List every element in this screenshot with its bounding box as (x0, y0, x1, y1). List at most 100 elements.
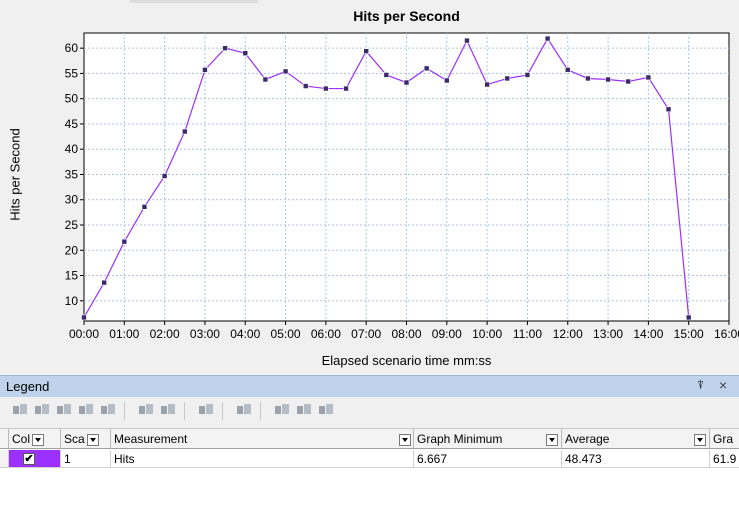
show-all-icon[interactable] (34, 403, 50, 417)
y-axis-title: Hits per Second (7, 128, 23, 221)
column-header-graph-maximum[interactable]: Gra (710, 429, 739, 449)
y-tick-label: 30 (65, 193, 79, 207)
column-header-label: Col (12, 432, 31, 446)
legend-header: Legend ⍒ × (0, 375, 739, 397)
column-header-color[interactable]: Col (9, 429, 61, 449)
row-header-corner[interactable] (0, 429, 9, 449)
data-point (504, 75, 511, 82)
column-filter-dropdown[interactable] (32, 433, 45, 446)
data-point (323, 85, 329, 92)
move-up-icon[interactable] (274, 403, 290, 417)
chevron-down-icon (399, 433, 411, 446)
show-only-selected-icon[interactable] (12, 403, 28, 417)
close-icon[interactable]: × (719, 377, 728, 393)
y-tick-label: 10 (65, 294, 79, 308)
data-point (121, 238, 128, 245)
column-filter-dropdown[interactable] (397, 429, 414, 449)
data-point (444, 77, 450, 84)
column-header-label: Average (565, 432, 610, 446)
data-point (464, 37, 470, 44)
legend-panel: Legend ⍒ × Col Sca Measurement Graph Min… (0, 375, 739, 518)
data-point (625, 78, 632, 85)
legend-title: Legend (6, 379, 50, 394)
move-down-icon[interactable] (296, 403, 312, 417)
x-tick-label: 09:00 (432, 327, 462, 341)
toolbar-separator (222, 402, 223, 420)
columns-icon[interactable] (236, 403, 252, 417)
data-point (403, 79, 410, 86)
x-tick-label: 14:00 (633, 327, 663, 341)
column-header-average[interactable]: Average (562, 429, 710, 449)
data-point (585, 75, 591, 82)
data-point (242, 50, 249, 57)
column-header-measurement[interactable]: Measurement (111, 429, 414, 449)
tab-strip (0, 0, 739, 3)
x-tick-label: 13:00 (593, 327, 623, 341)
hits-chart: 00:00 01:00 02:00 03:00 04:00 05:00 06:00 07:00… (65, 32, 739, 341)
x-tick-label: 11:00 (513, 327, 542, 341)
hide-selected-icon[interactable] (56, 403, 72, 417)
data-point (81, 314, 87, 321)
x-tick-label: 10:00 (472, 327, 502, 341)
data-point (302, 83, 309, 89)
link-icon[interactable] (78, 403, 94, 417)
filter-icon[interactable] (100, 403, 116, 417)
column-header-label: Graph Minimum (417, 432, 503, 446)
data-point (262, 76, 269, 83)
data-point (363, 48, 369, 54)
x-tick-label: 03:00 (190, 327, 220, 341)
data-point (181, 128, 188, 135)
export-icon[interactable] (318, 403, 334, 417)
data-point (524, 72, 531, 78)
y-tick-label: 40 (65, 142, 79, 156)
data-point (544, 35, 551, 42)
x-tick-label: 16:00 (714, 327, 739, 341)
row-header[interactable] (0, 450, 9, 468)
series-visible-checkbox[interactable]: ✔ (23, 453, 35, 465)
legend-table: Col Sca Measurement Graph Minimum Averag… (0, 428, 739, 518)
column-filter-dropdown[interactable] (544, 429, 562, 449)
data-point (141, 204, 148, 210)
toolbar-separator (124, 402, 125, 420)
active-tab[interactable] (130, 0, 258, 3)
column-header-label: Sca (64, 432, 85, 446)
data-point (202, 67, 208, 73)
toolbar-separator (260, 402, 261, 420)
y-tick-label: 45 (65, 117, 79, 131)
x-tick-label: 02:00 (150, 327, 180, 341)
graph-maximum-cell: 61.9 (710, 450, 739, 468)
pin-icon[interactable]: ⍒ (697, 378, 705, 392)
data-point (282, 68, 289, 75)
data-point (484, 81, 490, 88)
y-tick-label: 35 (65, 167, 79, 181)
column-header-graph-minimum[interactable]: Graph Minimum (414, 429, 562, 449)
x-tick-label: 00:00 (69, 327, 99, 341)
column-header-scale[interactable]: Sca (61, 429, 111, 449)
x-tick-label: 08:00 (391, 327, 421, 341)
y-tick-label: 15 (65, 269, 79, 283)
data-point (343, 85, 349, 92)
toolbar-separator (184, 402, 185, 420)
x-tick-label: 01:00 (109, 327, 139, 341)
column-filter-dropdown[interactable] (692, 429, 710, 449)
configure-icon[interactable] (138, 403, 154, 417)
properties-icon[interactable] (160, 403, 176, 417)
legend-toolbar (0, 398, 739, 424)
chart-title: Hits per Second (353, 8, 460, 24)
graph-minimum-cell: 6.667 (414, 450, 562, 468)
x-tick-label: 04:00 (230, 327, 260, 341)
x-tick-label: 07:00 (351, 327, 381, 341)
scale-icon[interactable] (198, 403, 214, 417)
x-axis-title: Elapsed scenario time mm:ss (321, 353, 492, 368)
column-header-label: Measurement (114, 432, 188, 446)
measurement-cell: Hits (111, 450, 414, 468)
data-point (665, 106, 672, 113)
series-color-cell[interactable]: ✔ (9, 450, 61, 468)
y-tick-label: 60 (65, 41, 79, 55)
y-tick-label: 25 (65, 218, 79, 232)
data-point (645, 74, 652, 81)
x-tick-label: 05:00 (271, 327, 301, 341)
column-filter-dropdown[interactable] (86, 433, 99, 446)
average-cell: 48.473 (562, 450, 710, 468)
x-tick-label: 12:00 (553, 327, 583, 341)
